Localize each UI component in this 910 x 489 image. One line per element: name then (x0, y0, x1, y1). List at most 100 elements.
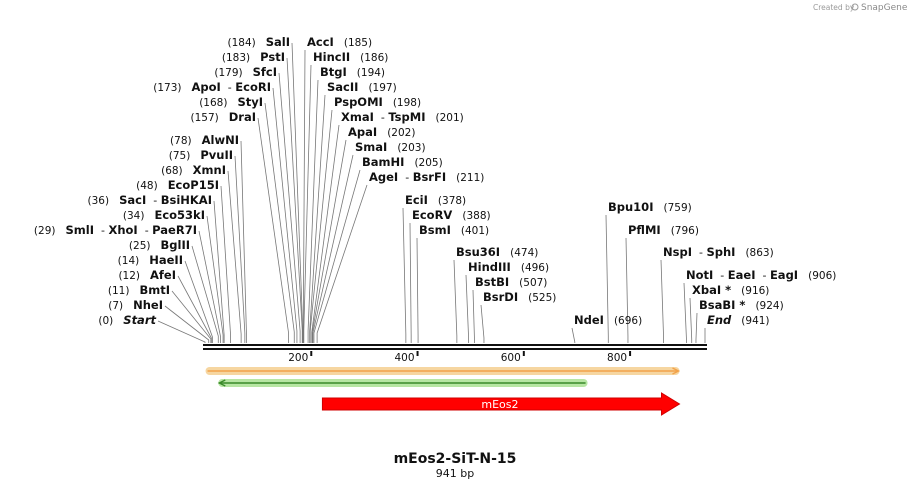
site-connector-saci (213, 200, 225, 343)
enzyme-name: XhoI (108, 223, 137, 237)
site-label-bstbi[interactable]: BstBI (507) (475, 275, 547, 289)
site-position: (496) (521, 262, 549, 274)
site-gap (158, 180, 168, 192)
enzyme-name: End (707, 313, 732, 327)
site-label-nspi[interactable]: NspI - SphI (863) (663, 245, 774, 259)
ruler-label-800: 800 (607, 352, 627, 364)
enzyme-name: SacI (119, 193, 146, 207)
site-gap (113, 315, 123, 327)
sequence-backbone (203, 344, 707, 350)
site-position: (185) (344, 37, 372, 49)
site-label-smai[interactable]: SmaI (203) (355, 140, 426, 154)
site-connector-afei (177, 275, 212, 343)
site-label-apai[interactable]: ApaI (202) (348, 125, 415, 139)
site-gap (192, 135, 202, 147)
site-label-afei[interactable]: (12) AfeI (118, 268, 176, 282)
site-label-psti[interactable]: (183) PstI (222, 50, 285, 64)
site-label-bsmi[interactable]: BsmI (401) (419, 223, 489, 237)
site-connector-acci (302, 49, 306, 343)
site-label-bsu36i[interactable]: Bsu36I (474) (456, 245, 538, 259)
site-position: (906) (808, 270, 836, 282)
site-label-noti[interactable]: NotI - EaeI - EagI (906) (686, 268, 836, 282)
site-label-pvuii[interactable]: (75) PvuII (169, 148, 233, 162)
site-gap (358, 82, 368, 94)
site-separator: - (374, 111, 388, 124)
feature-meos2-arrow[interactable] (321, 392, 681, 416)
enzyme-name: EcoP15I (168, 178, 219, 192)
site-position: (14) (118, 255, 140, 267)
site-position: (924) (755, 300, 783, 312)
site-label-drai[interactable]: (157) DraI (190, 110, 256, 124)
site-label-start[interactable]: (0) Start (98, 313, 156, 327)
site-position: (202) (387, 127, 415, 139)
site-label-sali[interactable]: (184) SalI (227, 35, 290, 49)
site-label-acci[interactable]: AccI (185) (307, 35, 372, 49)
enzyme-name: TspMI (388, 110, 425, 124)
site-connector-nspi (660, 259, 664, 343)
site-gap (139, 255, 149, 267)
site-label-smli[interactable]: (29) SmlI - XhoI - PaeR7I (34, 223, 197, 237)
site-label-ecii[interactable]: EciI (378) (405, 193, 466, 207)
site-label-apoi[interactable]: (173) ApoI - EcoRI (153, 80, 271, 94)
enzyme-name: BtgI (320, 65, 347, 79)
site-label-agei[interactable]: AgeI - BsrFI (211) (369, 170, 484, 184)
site-label-hindiii[interactable]: HindIII (496) (468, 260, 549, 274)
site-connector-pspomi (309, 109, 333, 343)
site-gap (446, 172, 456, 184)
site-separator: - (692, 246, 706, 259)
enzyme-name: BsiHKAI (161, 193, 212, 207)
site-gap (500, 247, 510, 259)
site-label-end[interactable]: End (941) (707, 313, 770, 327)
site-separator: - (398, 171, 412, 184)
site-label-ecop15i[interactable]: (48) EcoP15I (136, 178, 219, 192)
site-label-ndei[interactable]: NdeI (696) (574, 313, 642, 327)
site-label-bsrdi[interactable]: BsrDI (525) (483, 290, 556, 304)
site-label-eco53ki[interactable]: (34) Eco53kI (123, 208, 205, 222)
site-position: (48) (136, 180, 158, 192)
site-label-xbai[interactable]: XbaI * (916) (692, 283, 769, 297)
site-label-bpu10i[interactable]: Bpu10I (759) (608, 200, 692, 214)
site-label-xmni[interactable]: (68) XmnI (161, 163, 226, 177)
site-separator: - (221, 81, 235, 94)
site-label-xmai[interactable]: XmaI - TspMI (201) (341, 110, 464, 124)
credit-prefix: Created by (813, 3, 855, 12)
site-connector-xmai (311, 124, 340, 343)
site-gap (604, 315, 614, 327)
enzyme-name: PflMI (628, 223, 661, 237)
site-gap (387, 142, 397, 154)
site-connector-ecorv (409, 222, 412, 343)
site-label-haeii[interactable]: (14) HaeII (118, 253, 183, 267)
site-gap (109, 195, 119, 207)
site-label-nhei[interactable]: (7) NheI (108, 298, 163, 312)
site-label-bsabi[interactable]: BsaBI * (924) (699, 298, 784, 312)
site-label-btgi[interactable]: BtgI (194) (320, 65, 385, 79)
site-connector-apoi (272, 87, 298, 343)
site-gap (219, 112, 229, 124)
site-label-sacii[interactable]: SacII (197) (327, 80, 397, 94)
site-label-bmti[interactable]: (11) BmtI (108, 283, 170, 297)
site-label-ecorv[interactable]: EcoRV (388) (412, 208, 491, 222)
site-connector-btgi (307, 79, 319, 343)
site-gap (428, 195, 438, 207)
enzyme-name: ApoI (192, 80, 221, 94)
site-gap (731, 315, 741, 327)
site-label-bglii[interactable]: (25) BglII (129, 238, 190, 252)
site-gap (144, 210, 154, 222)
site-label-sfci[interactable]: (179) SfcI (214, 65, 277, 79)
site-label-hincii[interactable]: HincII (186) (313, 50, 388, 64)
site-connector-styi (264, 102, 295, 343)
enzyme-name: NdeI (574, 313, 604, 327)
site-label-saci[interactable]: (36) SacI - BsiHKAI (88, 193, 212, 207)
site-label-pspomi[interactable]: PspOMI (198) (334, 95, 421, 109)
site-connectors (157, 42, 706, 343)
site-label-alwni[interactable]: (78) AlwNI (170, 133, 239, 147)
site-position: (916) (741, 285, 769, 297)
site-label-styi[interactable]: (168) StyI (199, 95, 263, 109)
enzyme-name: PvuII (200, 148, 233, 162)
site-connector-agei (316, 184, 368, 343)
feature-meos2-label: mEos2 (481, 398, 518, 411)
site-label-pflmi[interactable]: PflMI (796) (628, 223, 699, 237)
site-connector-ecii (402, 207, 407, 343)
site-position: (198) (393, 97, 421, 109)
site-label-bamhi[interactable]: BamHI (205) (362, 155, 443, 169)
